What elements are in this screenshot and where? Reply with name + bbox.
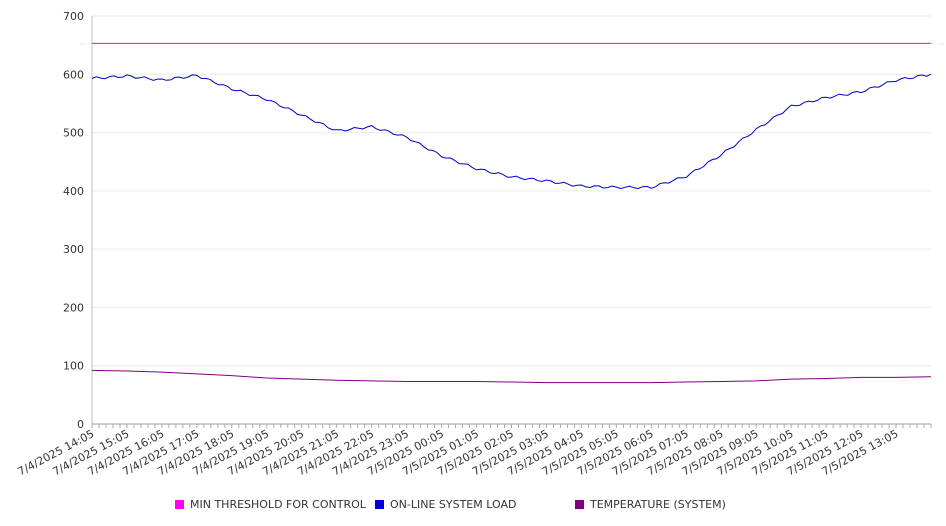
x-tick-labels: 7/4/2025 14:057/4/2025 15:057/4/2025 16:…: [16, 427, 901, 478]
y-tick-label: 100: [63, 360, 84, 373]
y-tick-label: 0: [77, 418, 84, 431]
y-tick-label: 600: [63, 68, 84, 81]
y-tick-labels: 0 100 200 300 400 500 600 700: [63, 10, 84, 431]
y-tick-label: 700: [63, 10, 84, 23]
legend-swatch-threshold: [175, 500, 184, 509]
series-lines: [91, 42, 932, 384]
axes: [91, 16, 932, 428]
y-tick-label: 500: [63, 127, 84, 140]
series-line-system-load: [91, 73, 932, 190]
legend-label-temperature: TEMPERATURE (SYSTEM): [590, 498, 726, 511]
legend: MIN THRESHOLD FOR CONTROL ON-LINE SYSTEM…: [0, 498, 946, 518]
y-tick-label: 400: [63, 185, 84, 198]
y-tick-label: 300: [63, 243, 84, 256]
legend-label-system-load: ON-LINE SYSTEM LOAD: [390, 498, 517, 511]
legend-label-threshold: MIN THRESHOLD FOR CONTROL: [190, 498, 366, 511]
legend-item-temperature: TEMPERATURE (SYSTEM): [575, 498, 726, 511]
series-line-temperature: [91, 369, 932, 384]
legend-item-threshold: MIN THRESHOLD FOR CONTROL: [175, 498, 366, 511]
legend-item-system-load: ON-LINE SYSTEM LOAD: [375, 498, 516, 511]
legend-swatch-temperature: [575, 500, 584, 509]
legend-swatch-system-load: [375, 500, 384, 509]
grid-lines: [92, 15, 931, 367]
y-tick-label: 200: [63, 301, 84, 314]
